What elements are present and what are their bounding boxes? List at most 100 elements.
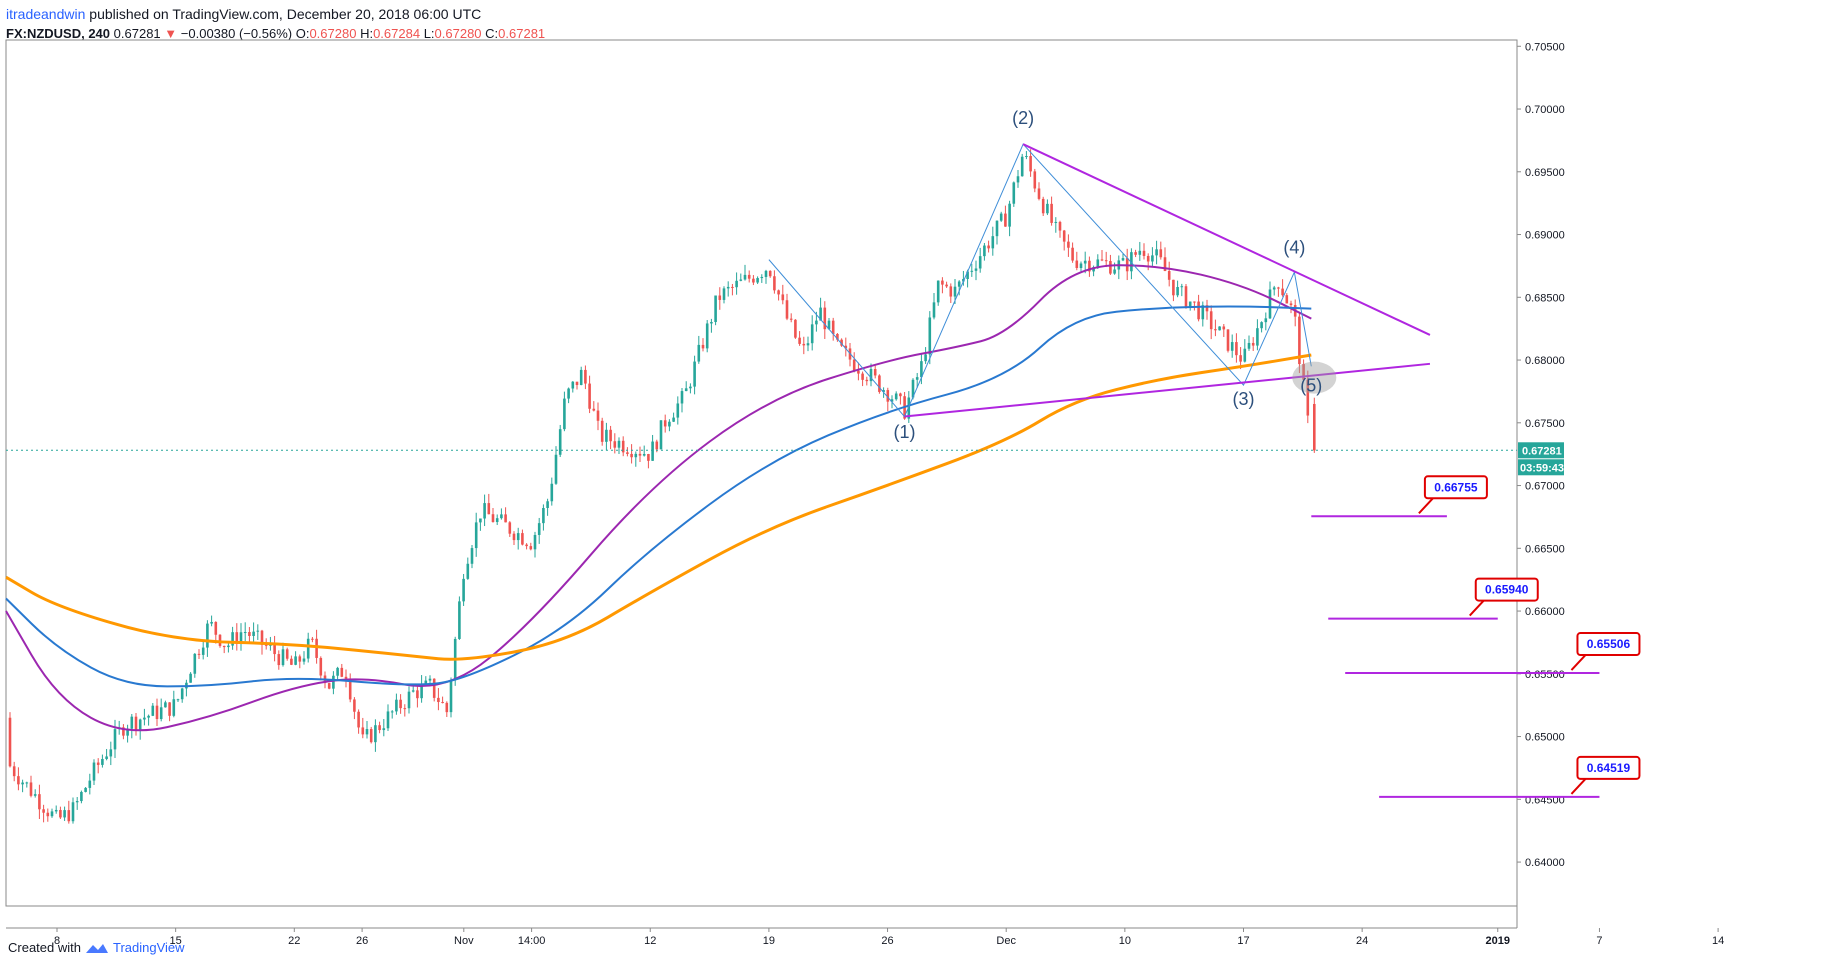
open-value: 0.67280: [309, 26, 357, 41]
candle-body: [80, 791, 83, 802]
wave-label: (4): [1283, 237, 1305, 257]
candle-body: [1163, 257, 1167, 272]
candle-body: [747, 274, 751, 279]
candle-body: [33, 794, 37, 796]
candle-body: [151, 705, 155, 716]
y-tick-label: 0.66500: [1525, 543, 1565, 555]
symbol-label: FX:NZDUSD, 240: [6, 26, 111, 41]
candle-body: [88, 780, 92, 788]
candle-body: [42, 809, 45, 813]
candle-body: [600, 420, 604, 442]
candle-body: [172, 699, 176, 716]
current-price-label: 0.67281: [1522, 445, 1562, 457]
candle-body: [894, 393, 898, 400]
candle-body: [1230, 342, 1234, 351]
target-pointer: [1570, 654, 1587, 671]
candle-body: [1176, 286, 1179, 296]
candle-body: [718, 295, 722, 300]
low-value: 0.67280: [434, 26, 482, 41]
candle-body: [390, 711, 394, 713]
candle-body: [672, 417, 675, 422]
candle-body: [542, 507, 545, 524]
candle-body: [722, 288, 726, 300]
candle-body: [936, 280, 940, 303]
candle-body: [395, 699, 398, 712]
candle-body: [525, 544, 528, 547]
candle-body: [1251, 342, 1255, 346]
candle-body: [529, 546, 533, 550]
x-tick-label: 22: [288, 935, 300, 947]
candle-body: [819, 307, 822, 321]
candle-body: [269, 644, 272, 646]
candle-body: [840, 339, 843, 346]
x-tick-label: 8: [54, 935, 60, 947]
candle-body: [550, 483, 554, 502]
candle-body: [109, 749, 113, 757]
moving-average-orange: [5, 353, 1312, 661]
candle-body: [46, 812, 50, 817]
candle-body: [126, 728, 129, 736]
candle-body: [264, 644, 268, 646]
candle-body: [302, 658, 306, 662]
y-tick-label: 0.66000: [1525, 606, 1565, 618]
candle-body: [466, 563, 470, 579]
trendline-support[interactable]: [904, 362, 1431, 418]
candle-body: [684, 388, 688, 392]
candle-body: [579, 369, 583, 386]
candle-body: [630, 453, 633, 458]
candle-body: [596, 410, 600, 421]
candle-body: [1264, 318, 1268, 323]
candle-body: [777, 290, 780, 295]
candle-body: [1121, 258, 1125, 261]
candle-body: [101, 758, 104, 765]
candle-body: [357, 711, 360, 728]
candle-body: [920, 361, 923, 378]
candle-body: [353, 699, 356, 712]
y-tick-label: 0.68000: [1525, 355, 1565, 367]
candle-body: [71, 802, 75, 822]
candle-body: [1197, 301, 1200, 320]
candle-body: [290, 658, 293, 665]
candle-body: [655, 441, 659, 450]
candle-body: [693, 361, 696, 387]
author-link[interactable]: itradeandwin: [6, 6, 86, 22]
candle-body: [1008, 203, 1011, 227]
candle-body: [1012, 182, 1016, 204]
candle-body: [1188, 301, 1192, 308]
footer: Created with TradingView: [8, 940, 185, 955]
candle-body: [1302, 364, 1305, 380]
candle-body: [159, 707, 163, 720]
candle-body: [1167, 271, 1171, 280]
candle-body: [1277, 287, 1280, 289]
candle-body: [96, 762, 100, 765]
candle-body: [798, 337, 801, 344]
candle-body: [663, 420, 667, 427]
candle-body: [932, 302, 936, 318]
candle-body: [336, 667, 339, 676]
target-label: 0.66755: [1434, 480, 1478, 494]
tradingview-brand-link[interactable]: TradingView: [112, 940, 185, 955]
x-tick-label: Nov: [454, 935, 474, 947]
candle-body: [17, 776, 20, 785]
candle-body: [978, 256, 982, 269]
candle-body: [626, 452, 629, 454]
y-tick-label: 0.69000: [1525, 230, 1565, 242]
candle-body: [201, 647, 205, 655]
candle-body: [756, 278, 759, 283]
candle-body: [831, 320, 835, 334]
tradingview-logo-icon: [85, 943, 108, 953]
candle-body: [827, 320, 831, 330]
candle-body: [949, 286, 953, 297]
candle-body: [1285, 295, 1289, 304]
candle-body: [285, 649, 289, 659]
candle-body: [252, 631, 255, 636]
candle-body: [1306, 379, 1310, 416]
y-tick-label: 0.70000: [1525, 104, 1565, 116]
candle-body: [768, 270, 772, 277]
candle-body: [1209, 311, 1213, 330]
candle-body: [957, 281, 961, 287]
trendline-resistance[interactable]: [1022, 143, 1431, 336]
candle-body: [256, 630, 260, 632]
x-tick-label: 7: [1596, 935, 1602, 947]
